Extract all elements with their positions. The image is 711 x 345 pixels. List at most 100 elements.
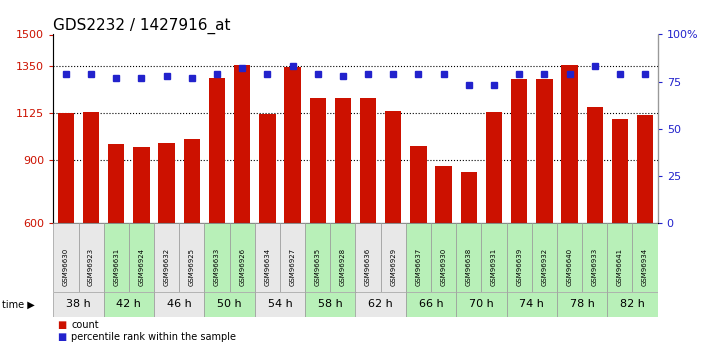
Bar	[335, 98, 351, 223]
Text: GSM96637: GSM96637	[415, 248, 422, 286]
Bar	[506, 223, 532, 292]
Text: GSM96638: GSM96638	[466, 248, 472, 286]
Bar	[481, 223, 506, 292]
Bar	[356, 223, 380, 292]
Text: GSM96640: GSM96640	[567, 248, 572, 286]
Bar	[406, 292, 456, 317]
Bar	[108, 144, 124, 223]
Text: GSM96929: GSM96929	[390, 248, 396, 286]
Bar	[431, 223, 456, 292]
Bar	[305, 292, 356, 317]
Text: 78 h: 78 h	[570, 299, 594, 309]
Bar	[607, 292, 658, 317]
Text: GSM96934: GSM96934	[642, 248, 648, 286]
Text: ■: ■	[57, 320, 66, 330]
Text: 70 h: 70 h	[469, 299, 493, 309]
Bar	[159, 143, 175, 223]
Bar	[205, 292, 255, 317]
Text: GSM96635: GSM96635	[315, 248, 321, 286]
Bar	[183, 139, 200, 223]
Bar	[385, 111, 402, 223]
Text: GDS2232 / 1427916_at: GDS2232 / 1427916_at	[53, 18, 231, 34]
Bar	[380, 223, 406, 292]
Bar	[587, 107, 603, 223]
Text: GSM96636: GSM96636	[365, 248, 371, 286]
Bar	[557, 292, 607, 317]
Text: GSM96927: GSM96927	[289, 248, 296, 286]
Text: 62 h: 62 h	[368, 299, 393, 309]
Bar	[456, 223, 481, 292]
Bar	[104, 292, 154, 317]
Text: 82 h: 82 h	[620, 299, 645, 309]
Text: GSM96926: GSM96926	[239, 248, 245, 286]
Text: GSM96925: GSM96925	[189, 248, 195, 286]
Text: 50 h: 50 h	[218, 299, 242, 309]
Text: 74 h: 74 h	[519, 299, 544, 309]
Bar	[435, 166, 451, 223]
Bar	[53, 292, 104, 317]
Bar	[410, 146, 427, 223]
Bar	[154, 223, 179, 292]
Bar	[506, 292, 557, 317]
Text: ■: ■	[57, 332, 66, 342]
Text: GSM96630: GSM96630	[63, 248, 69, 286]
Text: 38 h: 38 h	[66, 299, 91, 309]
Text: GSM96639: GSM96639	[516, 248, 522, 286]
Bar	[582, 223, 607, 292]
Bar	[53, 223, 78, 292]
Bar	[205, 223, 230, 292]
Bar	[456, 292, 506, 317]
Bar	[633, 223, 658, 292]
Bar	[280, 223, 305, 292]
Text: GSM96923: GSM96923	[88, 248, 94, 286]
Bar	[611, 119, 628, 223]
Bar	[562, 65, 578, 223]
Text: GSM96930: GSM96930	[441, 248, 447, 286]
Bar	[536, 79, 552, 223]
Bar	[255, 292, 305, 317]
Bar	[129, 223, 154, 292]
Bar	[255, 223, 280, 292]
Bar	[260, 114, 276, 223]
Text: 66 h: 66 h	[419, 299, 444, 309]
Bar	[356, 292, 406, 317]
Bar	[83, 112, 100, 223]
Bar	[284, 67, 301, 223]
Bar	[78, 223, 104, 292]
Bar	[331, 223, 356, 292]
Text: count: count	[71, 320, 99, 330]
Bar	[486, 112, 502, 223]
Text: GSM96633: GSM96633	[214, 248, 220, 286]
Text: GSM96632: GSM96632	[164, 248, 170, 286]
Text: time ▶: time ▶	[2, 299, 35, 309]
Bar	[179, 223, 205, 292]
Bar	[309, 98, 326, 223]
Text: 58 h: 58 h	[318, 299, 343, 309]
Bar	[209, 78, 225, 223]
Bar	[234, 65, 250, 223]
Bar	[230, 223, 255, 292]
Bar	[607, 223, 633, 292]
Text: GSM96631: GSM96631	[113, 248, 119, 286]
Text: GSM96634: GSM96634	[264, 248, 270, 286]
Text: GSM96924: GSM96924	[139, 248, 144, 286]
Text: 54 h: 54 h	[267, 299, 292, 309]
Bar	[637, 115, 653, 223]
Bar	[133, 147, 149, 223]
Bar	[305, 223, 331, 292]
Bar	[557, 223, 582, 292]
Text: GSM96641: GSM96641	[617, 248, 623, 286]
Text: 46 h: 46 h	[167, 299, 191, 309]
Text: GSM96932: GSM96932	[541, 248, 547, 286]
Bar	[511, 79, 528, 223]
Bar	[58, 113, 74, 223]
Text: GSM96933: GSM96933	[592, 248, 598, 286]
Bar	[154, 292, 205, 317]
Bar	[104, 223, 129, 292]
Text: 42 h: 42 h	[117, 299, 141, 309]
Text: GSM96931: GSM96931	[491, 248, 497, 286]
Bar	[360, 98, 376, 223]
Bar	[532, 223, 557, 292]
Bar	[406, 223, 431, 292]
Text: GSM96928: GSM96928	[340, 248, 346, 286]
